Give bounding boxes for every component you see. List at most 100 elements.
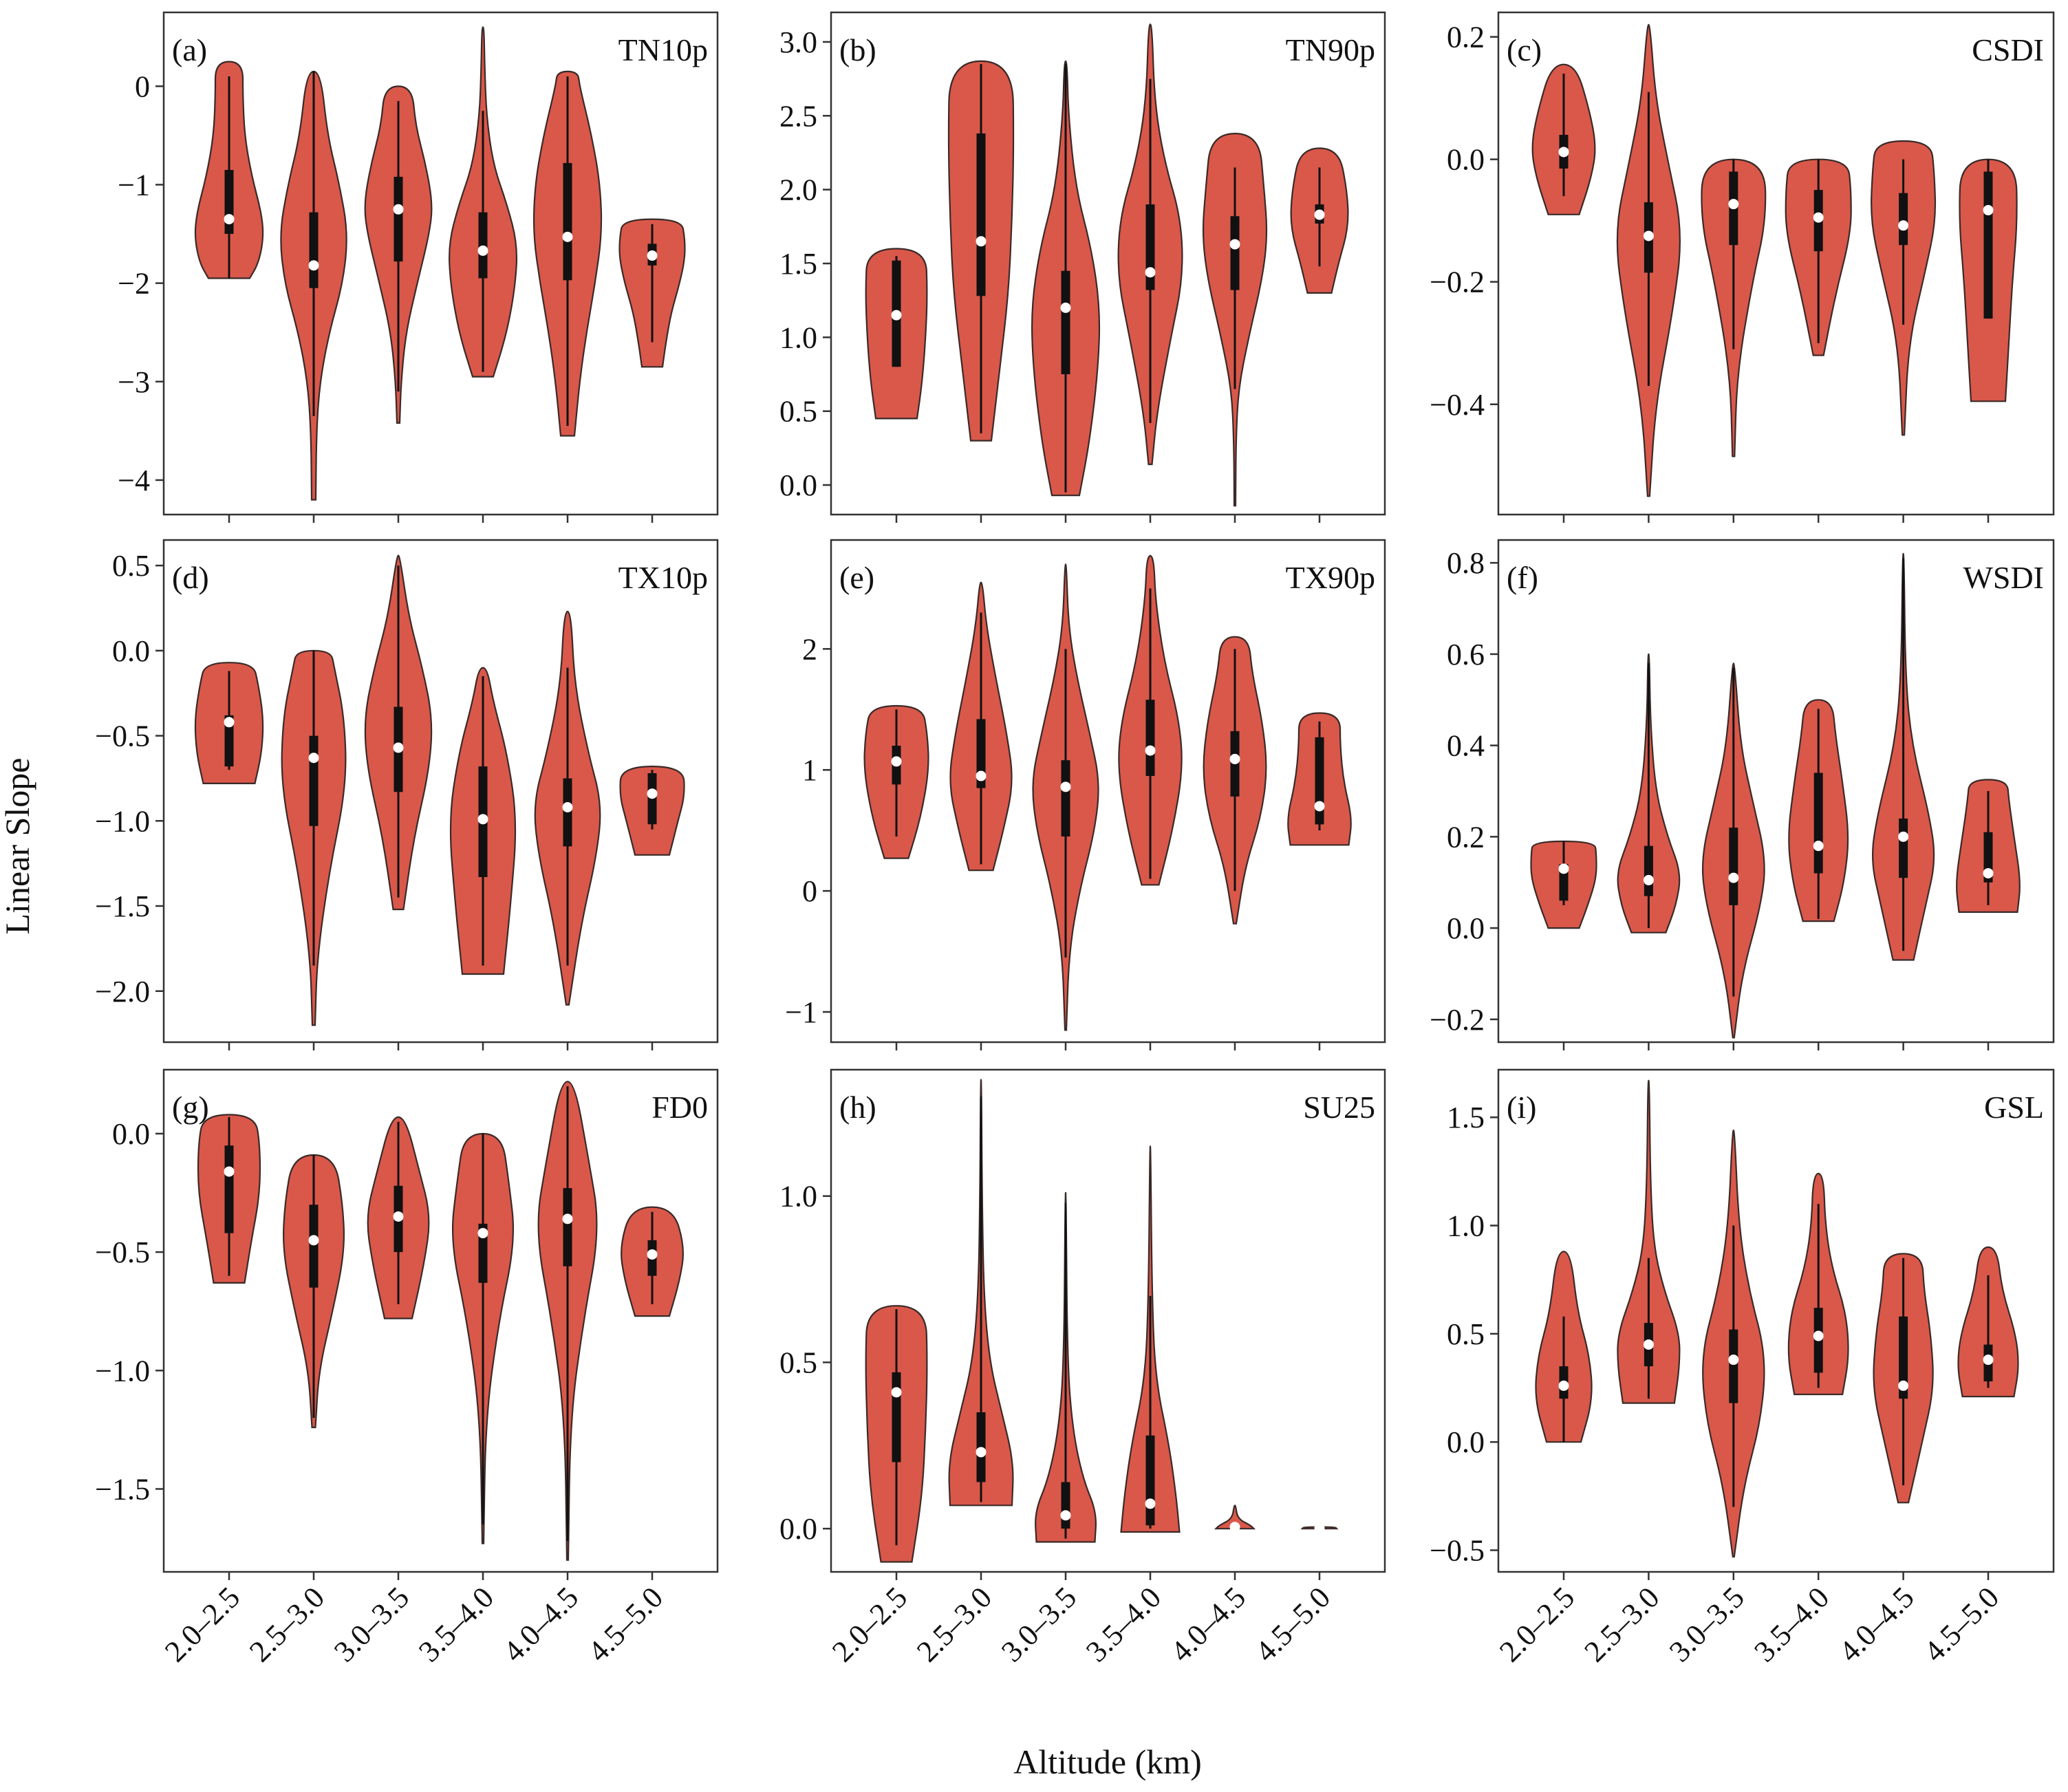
median-point-5: [1898, 1380, 1909, 1391]
median-point-2: [1643, 1339, 1654, 1350]
median-point-1: [224, 1166, 235, 1177]
panel-letter: (d): [172, 560, 209, 595]
median-point-5: [1229, 753, 1240, 764]
median-point-5: [562, 1213, 573, 1224]
median-point-6: [647, 788, 658, 799]
y-tick-label: −0.2: [1430, 1003, 1485, 1037]
y-tick-label: −1: [785, 995, 817, 1029]
median-point-6: [1983, 205, 1994, 216]
median-point-4: [477, 814, 488, 825]
median-point-3: [1060, 302, 1071, 313]
median-point-6: [1983, 867, 1994, 878]
median-point-6: [1314, 209, 1325, 220]
median-point-2: [976, 770, 987, 781]
y-tick-label: 1.0: [779, 321, 817, 354]
y-tick-label: 3.0: [779, 25, 817, 59]
median-point-1: [1558, 1380, 1569, 1391]
median-point-2: [1643, 874, 1654, 885]
y-tick-label: 2.5: [779, 99, 817, 133]
y-tick-label: −3: [118, 365, 150, 399]
median-point-5: [1229, 239, 1240, 250]
median-point-4: [477, 245, 488, 256]
x-tick-label: 2.5–3.0: [243, 1580, 331, 1668]
y-tick-label: 1.5: [779, 247, 817, 281]
median-point-5: [562, 231, 573, 242]
x-tick-label: 3.5–4.0: [1747, 1580, 1835, 1668]
median-point-5: [562, 802, 573, 813]
index-name: TX10p: [618, 560, 708, 595]
y-tick-label: 0.0: [779, 468, 817, 502]
median-point-4: [1145, 1498, 1156, 1509]
index-name: TX90p: [1286, 560, 1375, 595]
y-tick-label: 0: [135, 69, 150, 103]
median-point-6: [647, 250, 658, 261]
median-point-4: [1813, 212, 1824, 223]
plot-frame: [162, 11, 719, 516]
median-point-3: [393, 742, 404, 753]
panel-letter: (f): [1507, 560, 1538, 595]
median-point-2: [976, 236, 987, 247]
y-tick-label: 0: [802, 874, 817, 908]
median-point-3: [1728, 199, 1739, 210]
y-tick-label: −1: [118, 168, 150, 202]
plot-frame: [162, 539, 719, 1044]
x-tick-label: 3.0–3.5: [1663, 1580, 1751, 1668]
median-point-3: [1728, 1354, 1739, 1365]
median-point-2: [308, 1235, 319, 1246]
median-point-1: [891, 1387, 902, 1398]
y-tick-label: −1.5: [95, 889, 150, 923]
median-point-3: [393, 1211, 404, 1222]
panel-e: 2 1 0 −1 (e) TX90p: [785, 539, 1386, 1050]
index-name: FD0: [651, 1090, 708, 1125]
y-tick-label: −2.0: [95, 975, 150, 1008]
median-point-5: [1898, 831, 1909, 842]
median-point-2: [976, 1447, 987, 1458]
y-tick-label: 0.8: [1447, 546, 1485, 580]
y-tick-label: −1.0: [95, 1354, 150, 1388]
plot-frame: [1497, 11, 2055, 516]
median-point-1: [891, 756, 902, 767]
median-point-3: [1060, 781, 1071, 792]
index-name: TN90p: [1286, 32, 1375, 67]
y-tick-label: 2: [802, 632, 817, 666]
median-point-4: [1813, 1330, 1824, 1341]
x-tick-label: 4.0–4.5: [1833, 1580, 1921, 1668]
median-point-1: [891, 310, 902, 321]
plot-frame: [1497, 1068, 2055, 1573]
panel-letter: (e): [839, 560, 874, 595]
x-tick-label: 2.0–2.5: [1493, 1580, 1581, 1668]
y-tick-label: −0.4: [1430, 388, 1485, 422]
median-point-2: [308, 260, 319, 271]
panel-b: 3.0 2.5 2.0 1.5 1.0 0.5 0.0 (b) TN90p: [779, 11, 1386, 523]
y-tick-label: −1.5: [95, 1472, 150, 1506]
median-point-4: [477, 1228, 488, 1239]
x-tick-label: 4.5–5.0: [581, 1580, 669, 1668]
violin-2: [1617, 1079, 1681, 1404]
y-axis-title: Linear Slope: [0, 758, 36, 935]
y-tick-label: 0.6: [1447, 638, 1485, 671]
y-tick-label: 1: [802, 753, 817, 787]
plot-frame: [162, 1068, 719, 1573]
median-point-1: [224, 214, 235, 225]
y-tick-label: 0.0: [112, 634, 150, 668]
y-tick-label: 0.2: [1447, 21, 1485, 54]
y-tick-label: 2.0: [779, 173, 817, 207]
x-tick-label: 2.0–2.5: [158, 1580, 246, 1668]
index-name: TN10p: [618, 32, 708, 67]
panel-letter: (c): [1507, 32, 1542, 67]
median-point-3: [1060, 1510, 1071, 1521]
violin-5: [1214, 1504, 1256, 1530]
median-point-6: [1314, 1522, 1325, 1533]
median-point-5: [1229, 1522, 1240, 1533]
y-tick-label: 0.0: [779, 1512, 817, 1546]
y-tick-label: −0.2: [1430, 266, 1485, 299]
index-name: GSL: [1984, 1090, 2044, 1125]
panel-g: 0.0 −0.5 −1.0 −1.5 2.0–2.52.5–3.03.0–3.53.5–…: [95, 1068, 719, 1668]
median-point-1: [1558, 863, 1569, 874]
median-point-4: [1813, 841, 1824, 852]
median-point-1: [224, 717, 235, 728]
x-tick-label: 4.5–5.0: [1249, 1580, 1337, 1668]
index-name: CSDI: [1972, 32, 2044, 67]
median-point-5: [1898, 220, 1909, 231]
